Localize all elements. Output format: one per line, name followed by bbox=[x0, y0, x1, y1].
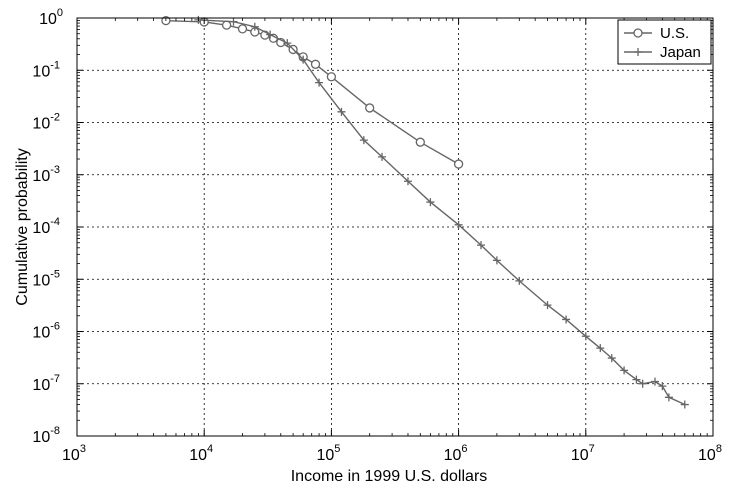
data-point-u-s bbox=[453, 159, 464, 169]
data-point-japan bbox=[620, 366, 629, 375]
y-tick-label: 100 bbox=[39, 7, 63, 28]
x-tick-label: 107 bbox=[571, 443, 595, 464]
legend: U.S. Japan bbox=[617, 19, 712, 65]
data-point-japan bbox=[658, 382, 667, 391]
data-point-japan bbox=[515, 276, 524, 285]
y-tick-label: 10-5 bbox=[32, 268, 60, 289]
series-u-s bbox=[161, 15, 464, 169]
data-point-japan bbox=[664, 393, 673, 402]
y-tick-label: 10-4 bbox=[32, 216, 60, 237]
legend-label-u-s: U.S. bbox=[660, 25, 689, 42]
x-tick-label: 108 bbox=[698, 443, 722, 464]
y-tick-label: 10-8 bbox=[32, 425, 60, 446]
data-point-japan bbox=[632, 375, 641, 384]
data-point-japan bbox=[315, 78, 324, 87]
x-tick-label: 106 bbox=[444, 443, 468, 464]
data-point-japan bbox=[543, 301, 552, 310]
data-point-japan bbox=[562, 315, 571, 324]
data-point-japan bbox=[337, 107, 346, 116]
data-point-japan bbox=[403, 177, 412, 186]
data-point-u-s bbox=[326, 72, 337, 82]
y-axis-label: Cumulative probability bbox=[14, 148, 31, 305]
data-point-japan bbox=[359, 136, 368, 145]
x-axis-label: Income in 1999 U.S. dollars bbox=[291, 468, 488, 485]
data-point-japan bbox=[454, 220, 463, 229]
series-japan bbox=[194, 15, 689, 409]
data-point-japan bbox=[266, 30, 275, 39]
data-point-japan bbox=[638, 379, 647, 388]
y-axis-ticks: 100 10-1 10-2 10-3 10-4 10-5 10-6 10-7 10-8 bbox=[32, 7, 713, 446]
data-point-japan bbox=[651, 377, 660, 386]
legend-marker-japan bbox=[634, 48, 642, 56]
x-tick-label: 104 bbox=[189, 443, 213, 464]
legend-label-japan: Japan bbox=[660, 44, 701, 61]
data-point-u-s bbox=[310, 59, 321, 69]
data-point-japan bbox=[426, 198, 435, 207]
y-tick-label: 10-3 bbox=[32, 164, 60, 185]
data-point-u-s bbox=[415, 137, 425, 147]
legend-box bbox=[617, 19, 712, 65]
data-point-japan bbox=[492, 256, 501, 265]
x-tick-label: 103 bbox=[62, 443, 86, 464]
data-point-u-s bbox=[221, 20, 232, 30]
y-tick-label: 10-7 bbox=[32, 373, 60, 394]
legend-marker-u-s bbox=[633, 28, 643, 38]
grid-lines bbox=[76, 17, 714, 437]
series-line-u-s bbox=[165, 19, 459, 165]
series-layer bbox=[161, 15, 689, 409]
data-point-japan bbox=[476, 241, 485, 250]
data-point-japan bbox=[607, 354, 616, 363]
data-point-japan bbox=[283, 39, 292, 48]
data-point-japan bbox=[581, 332, 590, 341]
data-point-japan bbox=[299, 55, 308, 64]
x-tick-label: 105 bbox=[316, 443, 340, 464]
data-point-japan bbox=[680, 400, 689, 409]
y-tick-label: 10-2 bbox=[32, 112, 60, 133]
data-point-japan bbox=[250, 22, 259, 31]
data-point-japan bbox=[229, 17, 238, 26]
data-point-japan bbox=[378, 152, 387, 161]
series-line-japan bbox=[198, 19, 686, 406]
y-tick-label: 10-6 bbox=[32, 321, 60, 342]
data-point-u-s bbox=[237, 24, 248, 34]
y-tick-label: 10-1 bbox=[32, 59, 60, 80]
data-point-u-s bbox=[365, 103, 375, 113]
x-axis-ticks: 103 104 105 106 107 108 bbox=[62, 18, 722, 464]
data-point-japan bbox=[596, 344, 605, 353]
